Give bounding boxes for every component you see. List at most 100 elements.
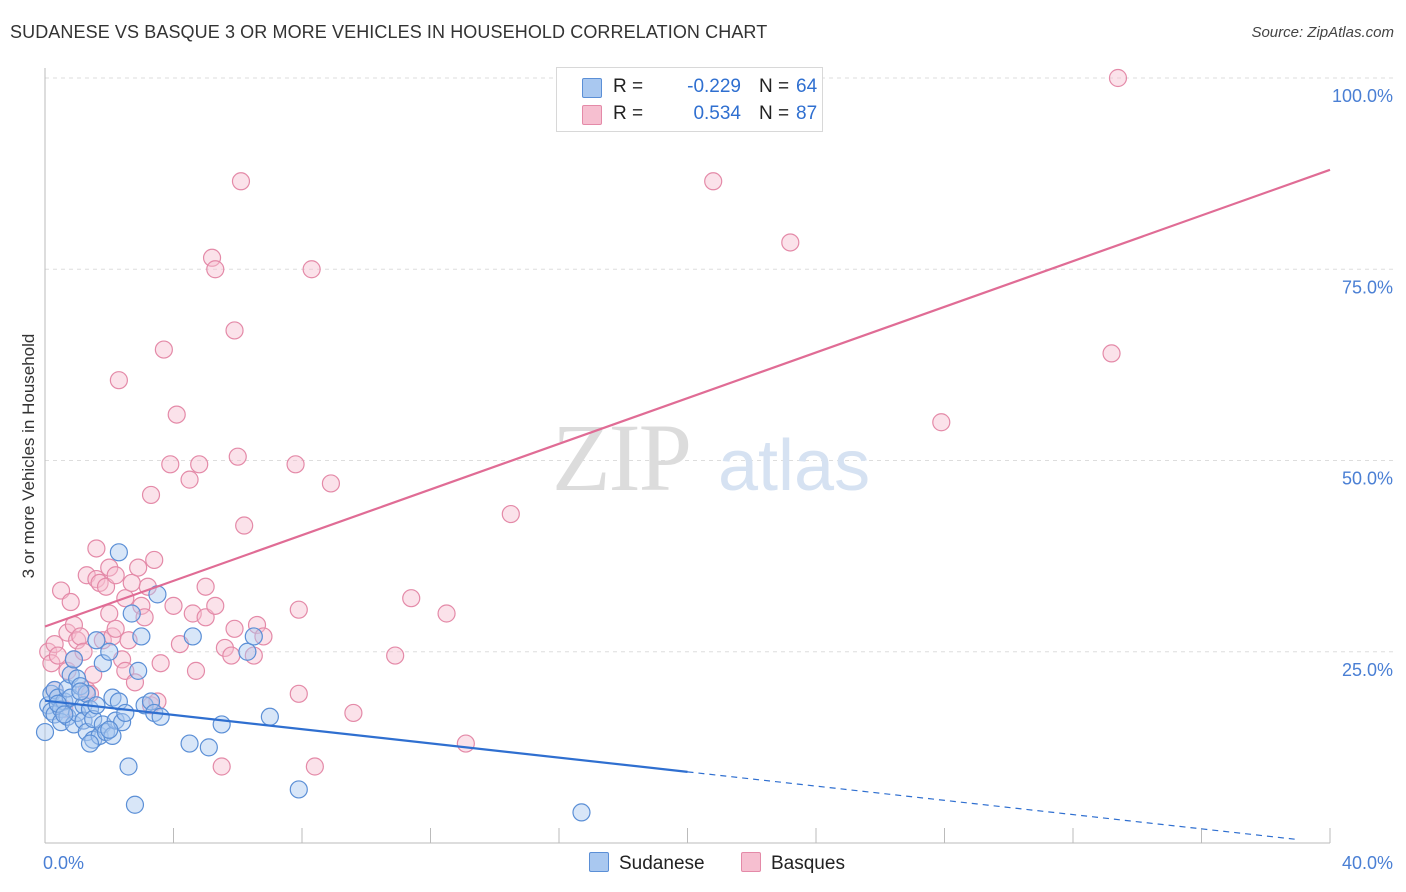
basques-point — [231, 172, 251, 191]
basques-points — [39, 68, 1128, 776]
sudanese-point — [55, 705, 74, 724]
r-label: R = — [613, 103, 644, 124]
sudanese-legend-swatch — [589, 852, 609, 872]
sudanese-point — [289, 780, 308, 799]
basques-point — [141, 485, 161, 505]
source-label: Source: ZipAtlas.com — [1251, 24, 1394, 41]
basques-point — [932, 413, 951, 432]
sudanese-point — [109, 543, 128, 562]
sudanese-point — [212, 715, 231, 734]
basques-point — [186, 661, 206, 680]
tick-labels: 25.0% 50.0% 75.0% 100.0% 0.0% 40.0% — [43, 86, 1393, 873]
legend-item-sudanese[interactable]: Sudanese — [589, 852, 705, 875]
sudanese-point — [122, 604, 141, 623]
sudanese-r-value: -0.229 — [687, 76, 741, 97]
n-label: N = — [759, 103, 790, 124]
basques-point — [289, 684, 308, 703]
basques-point — [106, 566, 125, 585]
sudanese-point — [87, 631, 106, 650]
watermark-zip: ZIP — [552, 404, 690, 511]
watermark-atlas: atlas — [718, 426, 870, 506]
basques-point — [190, 455, 209, 474]
basques-point — [122, 573, 141, 593]
basques-point — [225, 321, 244, 340]
sudanese-point — [183, 627, 202, 646]
basques-point — [286, 455, 305, 474]
basques-r-value: 0.534 — [693, 103, 741, 124]
sudanese-point — [199, 738, 218, 757]
basques-point — [225, 619, 244, 638]
sudanese-point — [244, 627, 263, 646]
sudanese-point — [84, 709, 103, 729]
r-label: R = — [613, 76, 644, 97]
basques-point — [106, 619, 125, 638]
y-tick-label: 75.0% — [1342, 277, 1393, 297]
basques-point — [1102, 344, 1121, 363]
sudanese-point — [260, 707, 279, 726]
basques-point — [129, 558, 148, 577]
sudanese-point — [238, 642, 257, 661]
sudanese-point — [100, 720, 119, 739]
sudanese-point — [106, 711, 125, 730]
basques-point — [71, 627, 90, 646]
basques-point — [305, 757, 324, 776]
basques-point — [289, 600, 308, 619]
basques-swatch — [582, 105, 602, 125]
basques-point — [206, 260, 225, 279]
basques-point — [48, 646, 67, 665]
basques-point — [212, 757, 231, 776]
basques-point — [228, 447, 247, 466]
y-tick-label: 100.0% — [1332, 86, 1393, 106]
basques-point — [781, 233, 800, 252]
trend-lines — [44, 168, 1331, 840]
basques-trend-line — [44, 168, 1331, 628]
basques-point — [321, 474, 341, 493]
basques-point — [254, 627, 273, 646]
sudanese-legend-label: Sudanese — [619, 853, 705, 874]
chart-title: SUDANESE VS BASQUE 3 OR MORE VEHICLES IN… — [10, 22, 768, 42]
basques-point — [167, 405, 186, 424]
basques-point — [61, 592, 80, 612]
x-tick-label-max: 40.0% — [1342, 853, 1393, 873]
basques-point — [125, 673, 145, 692]
basques-point — [161, 455, 180, 474]
basques-point — [74, 642, 93, 661]
sudanese-point — [116, 703, 135, 723]
legend-item-basques[interactable]: Basques — [741, 852, 845, 875]
sudanese-point — [125, 795, 145, 814]
basques-legend-swatch — [741, 852, 761, 872]
sudanese-point — [119, 757, 138, 776]
basques-point — [501, 504, 520, 524]
sudanese-point — [132, 627, 151, 646]
sudanese-points — [35, 543, 591, 822]
sudanese-point — [35, 722, 55, 742]
watermark: ZIP atlas — [552, 404, 870, 511]
basques-point — [180, 470, 199, 489]
basques-point — [302, 260, 321, 279]
sudanese-point — [151, 707, 170, 726]
basques-point — [145, 550, 164, 570]
sudanese-point — [71, 682, 90, 701]
basques-point — [202, 248, 222, 267]
basques-point — [704, 172, 723, 191]
basques-point — [437, 604, 456, 623]
basques-point — [386, 646, 405, 665]
basques-point — [1108, 68, 1128, 88]
basques-point — [109, 371, 128, 390]
sudanese-point — [93, 654, 112, 673]
sudanese-point — [80, 734, 100, 753]
sudanese-point — [141, 692, 161, 711]
basques-point — [154, 340, 173, 359]
basques-point — [45, 634, 64, 654]
sudanese-n-value: 64 — [796, 76, 818, 97]
sudanese-swatch — [582, 78, 602, 98]
sudanese-trend-extension — [687, 771, 1295, 840]
sudanese-point — [129, 661, 148, 680]
sudanese-trend-line — [44, 699, 688, 773]
basques-point — [247, 615, 267, 635]
basques-point — [132, 596, 151, 615]
basques-point — [87, 539, 106, 558]
axes — [44, 68, 1331, 844]
basques-point — [456, 734, 475, 753]
